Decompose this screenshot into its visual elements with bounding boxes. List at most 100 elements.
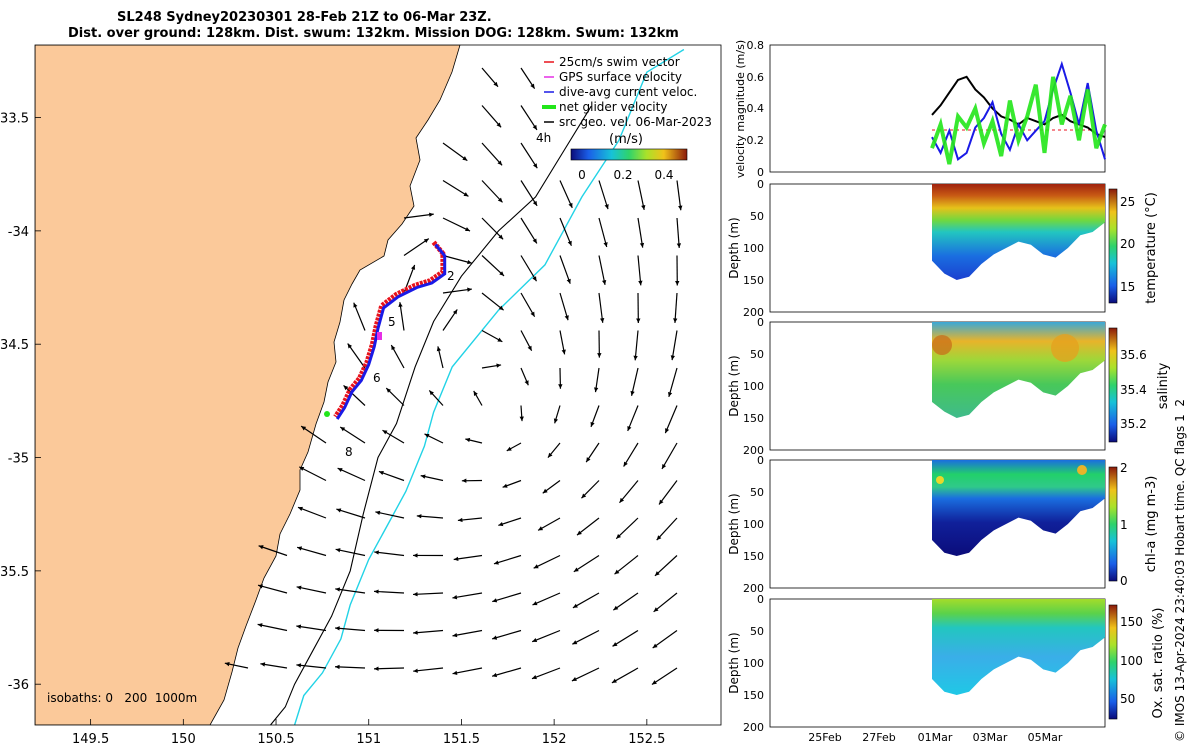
- current-vector: [481, 292, 504, 311]
- current-vector: [593, 367, 600, 393]
- current-vector: [670, 330, 678, 361]
- current-vector: [667, 367, 678, 398]
- map-y-tick-label: -34.5: [0, 338, 29, 353]
- current-vector: [398, 302, 405, 331]
- current-vector: [493, 554, 522, 565]
- current-vector: [457, 517, 483, 523]
- profile-panels: velocity magnitude (m/s) 0 0.2 0.4 0.6 0…: [727, 39, 1187, 744]
- current-vector: [481, 180, 503, 203]
- vel-tick-0: 0: [757, 166, 764, 179]
- chl-depth-label: Depth (m): [727, 493, 741, 554]
- current-vector: [520, 142, 538, 169]
- current-vector: [465, 437, 483, 444]
- ox-depth-label: Depth (m): [727, 632, 741, 693]
- map-x-tick-label: 149.5: [72, 732, 109, 747]
- current-vector: [413, 553, 444, 558]
- current-vector: [520, 292, 536, 317]
- current-vector: [673, 292, 678, 323]
- current-vector: [374, 589, 405, 594]
- map-x-tick-label: 151.5: [443, 732, 480, 747]
- chla-panel: Depth (m) 0 50 100 150 200 2 1 0 chl-a (…: [727, 454, 1159, 595]
- current-vector: [300, 425, 327, 444]
- vel-tick-4: 0.8: [747, 39, 765, 52]
- map-colorbar-tick-0: 0: [578, 168, 586, 182]
- current-vector: [627, 405, 639, 432]
- ox-depth-tick-4: 200: [743, 721, 764, 734]
- current-vector: [519, 405, 524, 422]
- current-vector: [661, 442, 678, 470]
- current-vector: [531, 629, 561, 643]
- salinity-high-patch: [932, 335, 952, 355]
- current-vector: [615, 517, 639, 540]
- current-vector: [492, 592, 522, 603]
- current-vector: [623, 442, 639, 467]
- sal-depth-tick-0: 0: [757, 316, 764, 329]
- map-y-tick-label: -35.5: [0, 565, 29, 580]
- current-vectors: [224, 67, 683, 685]
- gps-marker: [377, 332, 382, 340]
- track-start-marker: [324, 411, 330, 417]
- current-vector: [461, 478, 483, 483]
- current-vector: [373, 666, 405, 671]
- current-vector: [335, 664, 366, 670]
- map-panel: 2 5 6 8 4h 25cm/s swim vector GPS surfac…: [0, 44, 722, 747]
- vel-tick-2: 0.4: [747, 102, 765, 115]
- current-vector: [442, 287, 472, 294]
- chla-high-patch: [1077, 465, 1087, 475]
- current-vector: [520, 330, 533, 351]
- map-x-tick-label: 152.5: [628, 732, 665, 747]
- date-tick-25feb: 25Feb: [808, 731, 841, 744]
- current-vector: [339, 426, 366, 444]
- current-vector: [612, 629, 639, 647]
- current-vector: [572, 592, 600, 609]
- current-vector: [452, 667, 483, 675]
- current-vector: [473, 390, 483, 406]
- current-vector: [481, 329, 503, 343]
- ox-depth-tick-1: 50: [750, 625, 764, 638]
- current-vector: [442, 179, 469, 197]
- glider-track: [324, 240, 447, 420]
- current-vector: [598, 217, 608, 248]
- current-vector: [520, 217, 538, 244]
- plot-title-line-2: Dist. over ground: 128km. Dist. swum: 13…: [68, 26, 679, 41]
- current-vector: [576, 517, 600, 536]
- ox-cb-tick-100: 100: [1120, 654, 1143, 668]
- map-x-tick-label: 150.5: [257, 732, 294, 747]
- current-vector: [654, 555, 678, 577]
- date-tick-01mar: 01Mar: [918, 731, 953, 744]
- current-vector: [559, 217, 572, 246]
- isobath-1000m: [293, 48, 685, 726]
- current-vector: [390, 344, 405, 369]
- current-vector: [598, 180, 609, 210]
- current-vector: [481, 363, 502, 369]
- ox-cb-tick-50: 50: [1120, 692, 1135, 706]
- sal-cb-tick-354: 35.4: [1120, 383, 1147, 397]
- ox-depth-tick-0: 0: [757, 593, 764, 606]
- current-vector: [547, 442, 561, 458]
- vel-tick-1: 0.2: [747, 134, 765, 147]
- current-vector: [378, 470, 405, 482]
- current-vector: [636, 292, 641, 324]
- chl-depth-tick-1: 50: [750, 486, 764, 499]
- current-vector: [382, 429, 405, 444]
- current-vector: [637, 180, 646, 210]
- current-vector: [335, 548, 366, 557]
- chl-depth-tick-3: 150: [743, 550, 764, 563]
- current-vector: [542, 480, 561, 494]
- current-vector: [296, 585, 327, 594]
- map-y-tick-label: -35: [8, 452, 29, 467]
- plot-title-line-1: SL248 Sydney20230301 28-Feb 21Z to 06-Ma…: [117, 10, 492, 25]
- oxygen-colorbar: [1108, 604, 1118, 720]
- track-label-6: 6: [373, 371, 381, 385]
- current-vector: [258, 545, 288, 557]
- current-vector: [558, 367, 563, 389]
- current-vector: [520, 180, 538, 207]
- current-vector: [442, 254, 473, 265]
- velocity-panel: velocity magnitude (m/s) 0 0.2 0.4 0.6 0…: [734, 39, 1107, 179]
- date-tick-27feb: 27Feb: [862, 731, 895, 744]
- current-vector: [257, 584, 288, 594]
- current-vector: [614, 555, 639, 575]
- chl-cb-tick-0: 0: [1120, 574, 1128, 588]
- map-colorbar: [570, 148, 688, 161]
